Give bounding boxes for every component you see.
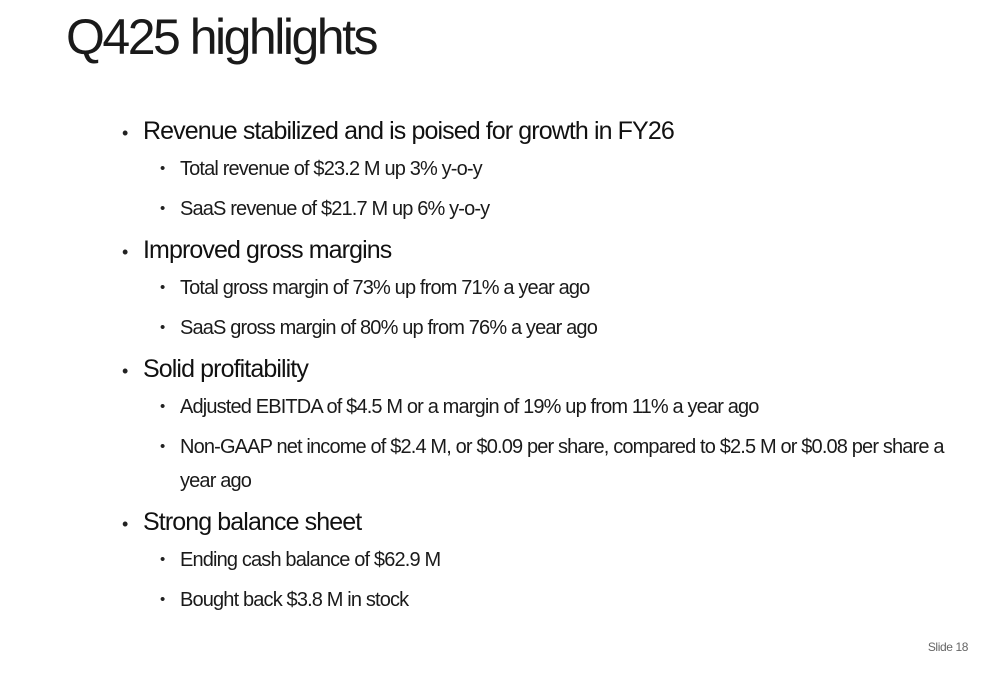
- section-heading: Strong balance sheet: [143, 508, 362, 536]
- bullet-icon: •: [160, 551, 166, 568]
- highlights-list: • Revenue stabilized and is poised for g…: [122, 113, 962, 623]
- section-heading: Revenue stabilized and is poised for gro…: [143, 117, 675, 145]
- section-gross-margins: • Improved gross margins • Total gross m…: [122, 232, 962, 345]
- sub-list: • Total gross margin of 73% up from 71% …: [122, 271, 962, 345]
- bullet-icon: •: [160, 398, 166, 415]
- list-item: • Bought back $3.8 M in stock: [122, 583, 962, 617]
- list-item: • Ending cash balance of $62.9 M: [122, 543, 962, 577]
- bullet-icon: •: [160, 319, 166, 336]
- section-heading-row: • Improved gross margins: [122, 232, 962, 269]
- list-item: • SaaS gross margin of 80% up from 76% a…: [122, 311, 962, 345]
- section-heading: Solid profitability: [143, 355, 309, 383]
- sub-list: • Total revenue of $23.2 M up 3% y-o-y •…: [122, 152, 962, 226]
- section-heading-row: • Strong balance sheet: [122, 504, 962, 541]
- section-heading: Improved gross margins: [143, 236, 392, 264]
- list-item: • Total revenue of $23.2 M up 3% y-o-y: [122, 152, 962, 186]
- list-item-text: SaaS gross margin of 80% up from 76% a y…: [180, 317, 598, 339]
- bullet-icon: •: [160, 591, 166, 608]
- list-item-text: Total gross margin of 73% up from 71% a …: [180, 277, 590, 299]
- list-item-text: Non-GAAP net income of $2.4 M, or $0.09 …: [180, 436, 944, 492]
- bullet-icon: •: [160, 279, 166, 296]
- section-heading-row: • Solid profitability: [122, 351, 962, 388]
- list-item-text: Ending cash balance of $62.9 M: [180, 549, 441, 571]
- section-balance-sheet: • Strong balance sheet • Ending cash bal…: [122, 504, 962, 617]
- bullet-icon: •: [160, 438, 166, 455]
- bullet-icon: •: [122, 123, 129, 143]
- bullet-icon: •: [122, 242, 129, 262]
- slide-title: Q425 highlights: [66, 9, 378, 65]
- section-revenue: • Revenue stabilized and is poised for g…: [122, 113, 962, 226]
- list-item: • SaaS revenue of $21.7 M up 6% y-o-y: [122, 192, 962, 226]
- section-heading-row: • Revenue stabilized and is poised for g…: [122, 113, 962, 150]
- list-item: • Adjusted EBITDA of $4.5 M or a margin …: [122, 390, 962, 424]
- list-item-text: Bought back $3.8 M in stock: [180, 589, 409, 611]
- list-item-text: Adjusted EBITDA of $4.5 M or a margin of…: [180, 396, 759, 418]
- sub-list: • Adjusted EBITDA of $4.5 M or a margin …: [122, 390, 962, 498]
- list-item: • Total gross margin of 73% up from 71% …: [122, 271, 962, 305]
- list-item: • Non-GAAP net income of $2.4 M, or $0.0…: [122, 430, 962, 498]
- bullet-icon: •: [122, 514, 129, 534]
- slide-number: Slide 18: [927, 640, 969, 654]
- bullet-icon: •: [122, 361, 129, 381]
- list-item-text: Total revenue of $23.2 M up 3% y-o-y: [180, 158, 483, 180]
- sub-list: • Ending cash balance of $62.9 M • Bough…: [122, 543, 962, 617]
- list-item-text: SaaS revenue of $21.7 M up 6% y-o-y: [180, 198, 490, 220]
- bullet-icon: •: [160, 200, 166, 217]
- section-profitability: • Solid profitability • Adjusted EBITDA …: [122, 351, 962, 498]
- bullet-icon: •: [160, 160, 166, 177]
